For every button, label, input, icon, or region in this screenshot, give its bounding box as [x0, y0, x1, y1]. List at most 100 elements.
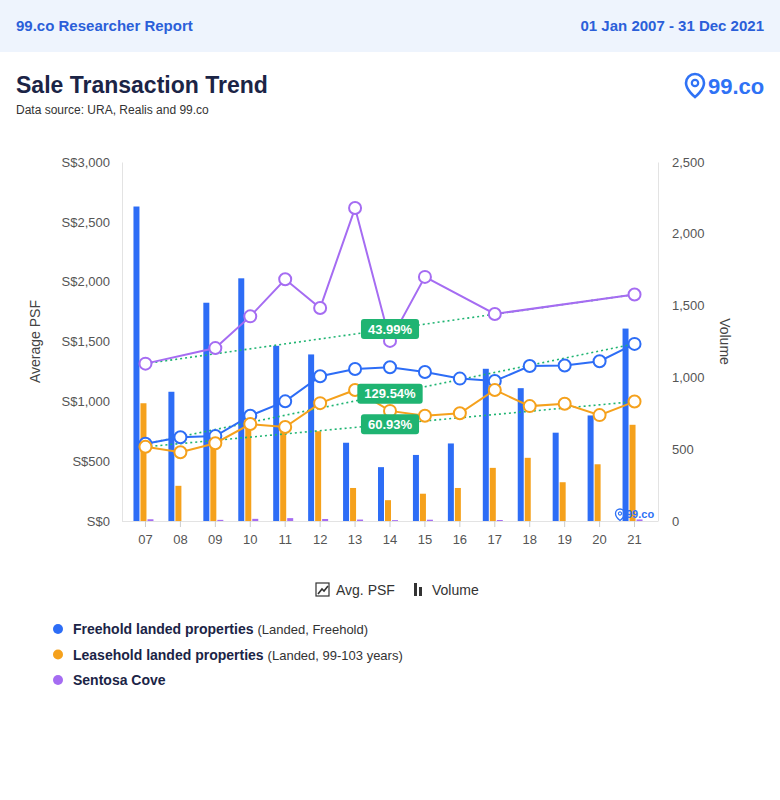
x-tick: 12 [313, 521, 327, 547]
psf-marker [419, 366, 431, 378]
x-tick: 10 [243, 521, 257, 547]
x-tick: 09 [208, 521, 222, 547]
legend-icon-frame [316, 583, 329, 596]
x-tick: 08 [173, 521, 187, 547]
legend-line-icon [316, 583, 329, 596]
psf-marker [244, 310, 256, 322]
volume-bar [595, 464, 601, 521]
x-tick-label: 20 [592, 532, 606, 547]
y-tick-label: S$3,000 [62, 155, 110, 170]
volume-bar [518, 388, 524, 521]
y-tick: S$2,500 [62, 214, 122, 229]
volume-bar [343, 443, 349, 521]
legend-swatch [53, 650, 63, 660]
legend-swatch [53, 624, 63, 634]
x-tick: 16 [453, 521, 467, 547]
y-tick-label: S$500 [72, 454, 110, 469]
logo-pin [616, 509, 625, 521]
psf-marker [559, 398, 571, 410]
volume-bar [588, 415, 594, 521]
volume-bar [273, 346, 279, 521]
y-tick-label: S$0 [87, 514, 110, 529]
y-axis: S$0S$500S$1,000S$1,500S$2,000S$2,500S$3,… [62, 155, 123, 529]
volume-bar [525, 458, 531, 521]
volume-bar [420, 494, 426, 521]
psf-marker [419, 410, 431, 422]
logo-pin [686, 74, 704, 97]
logo-pin-shape [616, 509, 625, 521]
x-tick-mark [424, 521, 425, 527]
psf-marker [209, 437, 221, 449]
x-tick-label: 07 [138, 532, 152, 547]
volume-bars [147, 518, 642, 521]
psf-marker [279, 273, 291, 285]
psf-marker [419, 271, 431, 283]
volume-bar [455, 488, 461, 521]
legend-entry: Freehold landed properties(Landed, Freeh… [73, 621, 368, 637]
volume-bar [623, 329, 629, 521]
psf-markers [139, 202, 640, 370]
volume-bar [427, 520, 433, 521]
legend-icon-bar [414, 583, 417, 596]
psf-marker [139, 358, 151, 370]
volume-bar [357, 520, 363, 521]
annotation-label: 129.54% [364, 386, 416, 401]
volume-bar [245, 420, 251, 521]
volume-bar [168, 392, 174, 521]
x-tick: 20 [592, 521, 606, 547]
watermark: 99.co [616, 508, 655, 521]
y-tick: S$500 [72, 454, 122, 469]
annotation-label: 60.93% [368, 417, 413, 432]
legend-icon-bar [419, 587, 422, 596]
psf-marker [279, 421, 291, 433]
x-tick-label: 19 [557, 532, 571, 547]
x-tick-mark [215, 521, 216, 527]
x-tick: 14 [383, 521, 397, 547]
x-tick-label: 08 [173, 532, 187, 547]
legend-description: (Landed, Freehold) [257, 622, 368, 637]
psf-marker [174, 446, 186, 458]
volume-bar [203, 303, 209, 521]
header-band [0, 0, 780, 52]
y-tick: S$2,000 [62, 274, 122, 289]
legend-swatch [53, 675, 63, 685]
x-tick-label: 16 [453, 532, 467, 547]
volume-bar [315, 431, 321, 521]
volume-bar [238, 278, 244, 521]
psf-marker [139, 441, 151, 453]
y2-tick: 1,000 [658, 370, 705, 385]
psf-marker [454, 373, 466, 385]
volume-bar [630, 425, 636, 521]
x-tick-mark [320, 521, 321, 527]
psf-marker [349, 363, 361, 375]
x-tick-mark [285, 521, 286, 527]
y2-tick-label: 2,500 [672, 155, 705, 170]
y-tick-label: S$2,500 [62, 214, 110, 229]
y-axis-line [122, 163, 123, 522]
y2-tick: 0 [658, 514, 679, 529]
x-tick-mark [145, 521, 146, 527]
legend-bar-icon [414, 583, 422, 596]
y2-tick: 2,500 [658, 155, 705, 170]
x-tick: 15 [418, 521, 432, 547]
psf-marker [524, 360, 536, 372]
y2-tick-label: 500 [672, 442, 694, 457]
logo-text: 99.co [708, 74, 764, 99]
x-tick: 11 [278, 521, 292, 547]
legend-text: Avg. PSF [336, 582, 395, 598]
y2-tick-label: 1,000 [672, 370, 705, 385]
psf-marker [314, 397, 326, 409]
psf-marker [594, 355, 606, 367]
x-tick-mark [459, 521, 460, 527]
header-title: 99.co Researcher Report [16, 17, 193, 34]
trend-line [145, 344, 634, 444]
psf-marker [629, 288, 641, 300]
volume-bar [350, 488, 356, 521]
y2-tick-label: 2,000 [672, 226, 705, 241]
legend-description: (Landed, 99-103 years) [268, 648, 403, 663]
volume-bar [322, 519, 328, 521]
y-tick-label: S$1,000 [62, 394, 110, 409]
annotation-box [357, 384, 422, 404]
subtitle: Data source: URA, Realis and 99.co [16, 103, 209, 117]
volume-bar [252, 519, 258, 521]
